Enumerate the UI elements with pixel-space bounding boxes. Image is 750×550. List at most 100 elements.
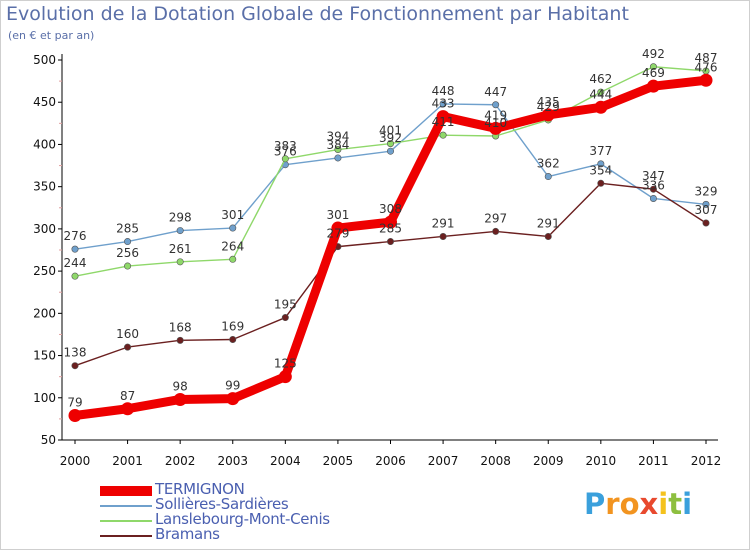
series-point-3 [544,232,552,240]
data-label: 307 [695,203,718,217]
data-label: 383 [274,139,297,153]
chart-subtitle: (en € et par an) [8,29,95,42]
data-label: 79 [67,396,82,410]
series-point-2 [597,88,605,96]
logo-letter: o [619,487,640,521]
x-tick-label: 2006 [375,454,406,468]
y-tick-label: 100 [33,391,56,405]
data-label: 384 [326,138,349,152]
series-point-2 [439,131,447,139]
data-label: 256 [116,246,139,260]
series-point-1 [544,173,552,181]
logo-letter: i [682,487,693,521]
logo-letter: t [668,487,683,521]
logo-letter: r [605,487,620,521]
series-point-3 [439,232,447,240]
legend-swatch-sollieres-sardieres [100,505,152,507]
data-label: 476 [695,60,718,74]
x-tick-label: 2009 [533,454,564,468]
x-tick-label: 2001 [112,454,143,468]
data-label: 429 [537,100,560,114]
data-label: 336 [642,178,665,192]
data-label: 401 [379,124,402,138]
series-point-3 [281,314,289,322]
data-label: 87 [120,389,135,403]
y-tick-label: 400 [33,137,56,151]
series-point-1 [492,101,500,109]
series-point-0 [68,409,82,423]
series-point-2 [124,262,132,270]
y-tick-label: 200 [33,306,56,320]
y-tick-label: 250 [33,264,56,278]
x-tick-label: 2002 [165,454,196,468]
data-label: 444 [589,87,612,101]
series-point-1 [124,238,132,246]
data-label: 138 [64,346,87,360]
data-label: 462 [589,72,612,86]
data-label: 347 [642,169,665,183]
legend-label-sollieres-sardieres: Sollières-Sardières [155,495,289,513]
chart-title: Evolution de la Dotation Globale de Fonc… [6,3,629,25]
data-label: 99 [225,379,240,393]
series-point-0 [226,392,240,406]
data-label: 285 [379,222,402,236]
data-label: 447 [484,85,507,99]
data-label: 433 [432,97,455,111]
legend-swatch-bramans [100,535,152,537]
series-point-3 [71,362,79,370]
data-label: 160 [116,327,139,341]
series-point-3 [124,343,132,351]
data-label: 301 [221,208,244,222]
data-label: 244 [64,256,87,270]
series-point-0 [436,110,450,124]
data-label: 492 [642,47,665,61]
y-tick-label: 300 [33,222,56,236]
data-label: 276 [64,229,87,243]
data-label: 435 [537,95,560,109]
data-label: 264 [221,239,244,253]
series-point-0 [594,100,608,114]
data-label: 169 [221,320,244,334]
series-point-3 [649,185,657,193]
series-point-3 [597,179,605,187]
data-label: 297 [484,211,507,225]
data-label: 168 [169,320,192,334]
series-point-0 [121,402,135,416]
data-label: 410 [484,116,507,130]
data-label: 362 [537,157,560,171]
series-point-2 [176,258,184,266]
series-point-0 [541,108,555,122]
legend-swatch-lanslebourg [100,520,152,522]
x-tick-label: 2008 [480,454,511,468]
series-point-3 [492,227,500,235]
data-label: 329 [695,184,718,198]
data-label: 301 [326,208,349,222]
data-label: 125 [274,357,297,371]
data-label: 448 [432,84,455,98]
x-tick-label: 2007 [428,454,459,468]
data-label: 487 [695,51,718,65]
series-point-0 [699,73,713,87]
y-tick-label: 500 [33,53,56,67]
series-point-1 [386,147,394,155]
data-label: 392 [379,131,402,145]
x-tick-label: 2004 [270,454,301,468]
data-label: 469 [642,66,665,80]
series-point-2 [334,146,342,154]
legend-swatch-termignon [100,486,152,496]
data-label: 291 [537,216,560,230]
series-point-0 [173,392,187,406]
data-label: 376 [274,145,297,159]
logo-letter: i [658,487,669,521]
data-label: 354 [589,163,612,177]
data-label: 195 [274,298,297,312]
series-point-3 [176,336,184,344]
series-point-2 [386,140,394,148]
logo-letter: x [639,487,659,521]
series-point-1 [229,224,237,232]
x-tick-label: 2005 [323,454,354,468]
series-point-0 [278,370,292,384]
data-label: 298 [169,211,192,225]
